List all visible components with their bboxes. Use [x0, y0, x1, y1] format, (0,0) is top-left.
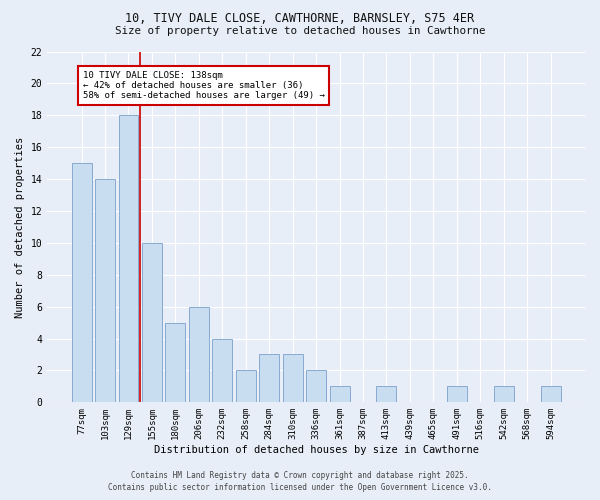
Bar: [142, 243, 162, 402]
Bar: [236, 370, 256, 402]
Text: 10 TIVY DALE CLOSE: 138sqm
← 42% of detached houses are smaller (36)
58% of semi: 10 TIVY DALE CLOSE: 138sqm ← 42% of deta…: [83, 70, 325, 101]
Bar: [283, 354, 302, 403]
Bar: [212, 338, 232, 402]
Bar: [447, 386, 467, 402]
Bar: [189, 306, 209, 402]
Y-axis label: Number of detached properties: Number of detached properties: [15, 136, 25, 318]
Bar: [166, 322, 185, 402]
Bar: [494, 386, 514, 402]
Text: 10, TIVY DALE CLOSE, CAWTHORNE, BARNSLEY, S75 4ER: 10, TIVY DALE CLOSE, CAWTHORNE, BARNSLEY…: [125, 12, 475, 26]
Bar: [71, 163, 92, 402]
Bar: [329, 386, 350, 402]
X-axis label: Distribution of detached houses by size in Cawthorne: Distribution of detached houses by size …: [154, 445, 479, 455]
Bar: [119, 116, 139, 403]
Bar: [541, 386, 560, 402]
Bar: [376, 386, 397, 402]
Bar: [259, 354, 279, 403]
Bar: [95, 179, 115, 402]
Bar: [306, 370, 326, 402]
Text: Contains HM Land Registry data © Crown copyright and database right 2025.
Contai: Contains HM Land Registry data © Crown c…: [108, 471, 492, 492]
Text: Size of property relative to detached houses in Cawthorne: Size of property relative to detached ho…: [115, 26, 485, 36]
